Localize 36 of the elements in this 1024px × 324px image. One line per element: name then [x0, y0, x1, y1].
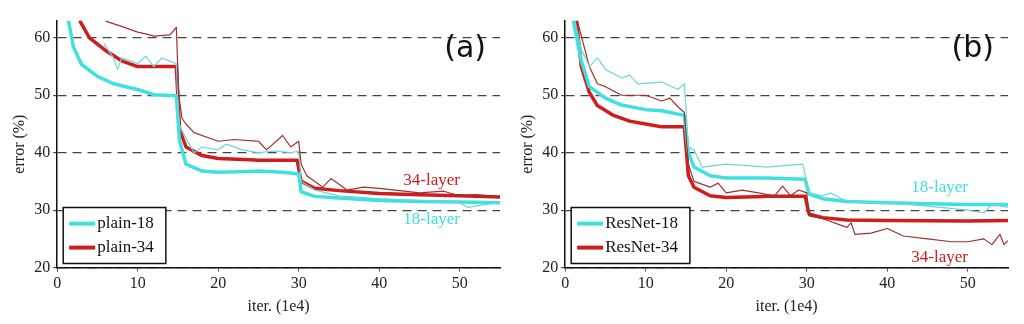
y-tick-label: 20 — [34, 257, 51, 275]
x-tick-label: 40 — [371, 274, 388, 292]
x-tick-label: 30 — [798, 274, 815, 292]
annotation: (a) — [444, 29, 486, 65]
x-tick-label: 0 — [561, 274, 570, 292]
x-tick-label: 10 — [637, 274, 654, 292]
y-tick-label: 60 — [542, 28, 559, 46]
x-tick-label: 40 — [879, 274, 896, 292]
annotation: 18-layer — [911, 177, 969, 197]
y-tick-label: 30 — [542, 200, 559, 218]
x-tick-label: 50 — [451, 274, 468, 292]
y-tick-label: 50 — [34, 85, 51, 103]
y-tick-label: 40 — [34, 142, 51, 160]
y-tick-label: 50 — [542, 85, 559, 103]
y-tick-label: 40 — [542, 142, 559, 160]
x-axis-title: iter. (1e4) — [755, 296, 818, 315]
x-tick-label: 30 — [290, 274, 307, 292]
x-axis-title: iter. (1e4) — [247, 296, 310, 315]
legend-label: ResNet-34 — [605, 237, 679, 257]
y-axis-title: error (%) — [9, 114, 28, 174]
y-tick-label: 30 — [34, 200, 51, 218]
legend-label: ResNet-18 — [605, 213, 678, 233]
x-tick-label: 20 — [210, 274, 227, 292]
legend-label: plain-34 — [97, 237, 155, 257]
annotation: 18-layer — [403, 208, 461, 228]
annotation: 34-layer — [911, 246, 969, 266]
x-tick-label: 20 — [718, 274, 735, 292]
y-axis-title: error (%) — [517, 114, 536, 174]
y-tick-label: 20 — [542, 257, 559, 275]
y-tick-label: 60 — [34, 28, 51, 46]
annotation: (b) — [951, 29, 994, 65]
x-tick-label: 50 — [959, 274, 976, 292]
x-tick-label: 0 — [53, 274, 62, 292]
legend-label: plain-18 — [97, 213, 154, 233]
annotation: 34-layer — [403, 169, 461, 189]
x-tick-label: 10 — [129, 274, 146, 292]
